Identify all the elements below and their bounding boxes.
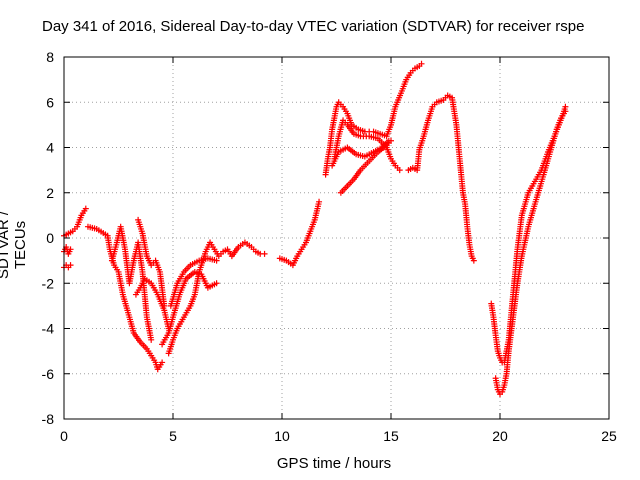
data-point [388, 137, 394, 144]
data-point [261, 250, 268, 257]
data-points [61, 60, 569, 398]
data-point [470, 257, 477, 264]
data-point [396, 167, 403, 174]
y-tick-label: 8 [46, 49, 54, 65]
data-point [213, 280, 220, 287]
data-point [82, 205, 89, 212]
data-point [418, 60, 425, 67]
data-point [213, 257, 220, 264]
x-tick-label: 20 [492, 428, 508, 444]
data-point [148, 336, 155, 343]
y-tick-label: 4 [46, 140, 54, 156]
data-point [67, 246, 74, 253]
chart-title: Day 341 of 2016, Sidereal Day-to-day VTE… [42, 18, 585, 35]
data-point [562, 108, 569, 115]
y-tick-label: -4 [42, 321, 55, 337]
y-tick-label: 2 [46, 185, 54, 201]
y-tick-label: -6 [42, 366, 55, 382]
axis-ticks: 0 5 10 15 20 25 -8 -6 -4 -2 0 2 4 6 8 [42, 49, 617, 444]
x-tick-label: 5 [169, 428, 177, 444]
x-tick-label: 25 [601, 428, 617, 444]
y-tick-label: 6 [46, 94, 54, 110]
y-tick-label: -8 [42, 411, 55, 427]
x-axis-label: GPS time / hours [276, 455, 392, 472]
data-point [161, 302, 168, 309]
x-tick-label: 15 [383, 428, 399, 444]
y-tick-label: -2 [42, 275, 55, 291]
y-tick-label: 0 [46, 230, 54, 246]
data-point [67, 262, 74, 269]
y-axis-label: SDTVAR / TECUs [0, 211, 29, 280]
x-tick-label: 0 [60, 428, 68, 444]
x-tick-label: 10 [274, 428, 290, 444]
data-point [316, 198, 323, 205]
data-point [159, 359, 166, 366]
